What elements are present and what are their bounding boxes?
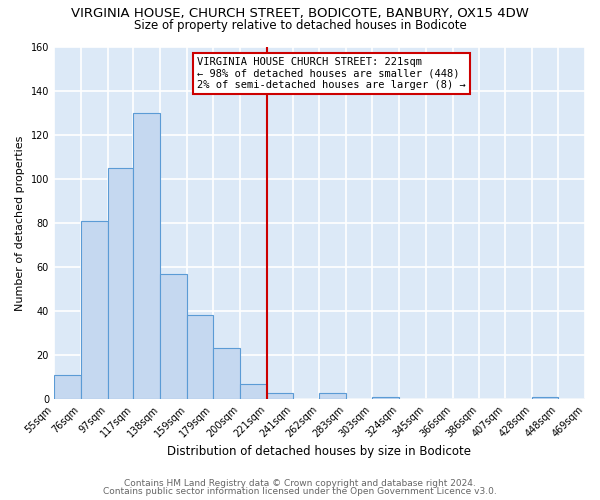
Bar — [267, 392, 293, 399]
Bar — [319, 392, 346, 399]
Bar — [213, 348, 240, 399]
Text: Contains HM Land Registry data © Crown copyright and database right 2024.: Contains HM Land Registry data © Crown c… — [124, 478, 476, 488]
Text: VIRGINIA HOUSE CHURCH STREET: 221sqm
← 98% of detached houses are smaller (448)
: VIRGINIA HOUSE CHURCH STREET: 221sqm ← 9… — [197, 57, 466, 90]
Bar — [108, 168, 133, 399]
Y-axis label: Number of detached properties: Number of detached properties — [15, 135, 25, 310]
Bar — [372, 397, 399, 399]
Bar — [532, 397, 558, 399]
Text: VIRGINIA HOUSE, CHURCH STREET, BODICOTE, BANBURY, OX15 4DW: VIRGINIA HOUSE, CHURCH STREET, BODICOTE,… — [71, 8, 529, 20]
Bar — [54, 375, 81, 399]
Bar — [81, 220, 108, 399]
X-axis label: Distribution of detached houses by size in Bodicote: Distribution of detached houses by size … — [167, 444, 472, 458]
Bar — [160, 274, 187, 399]
Bar — [240, 384, 267, 399]
Bar — [187, 316, 213, 399]
Text: Contains public sector information licensed under the Open Government Licence v3: Contains public sector information licen… — [103, 487, 497, 496]
Text: Size of property relative to detached houses in Bodicote: Size of property relative to detached ho… — [134, 18, 466, 32]
Bar — [133, 112, 160, 399]
